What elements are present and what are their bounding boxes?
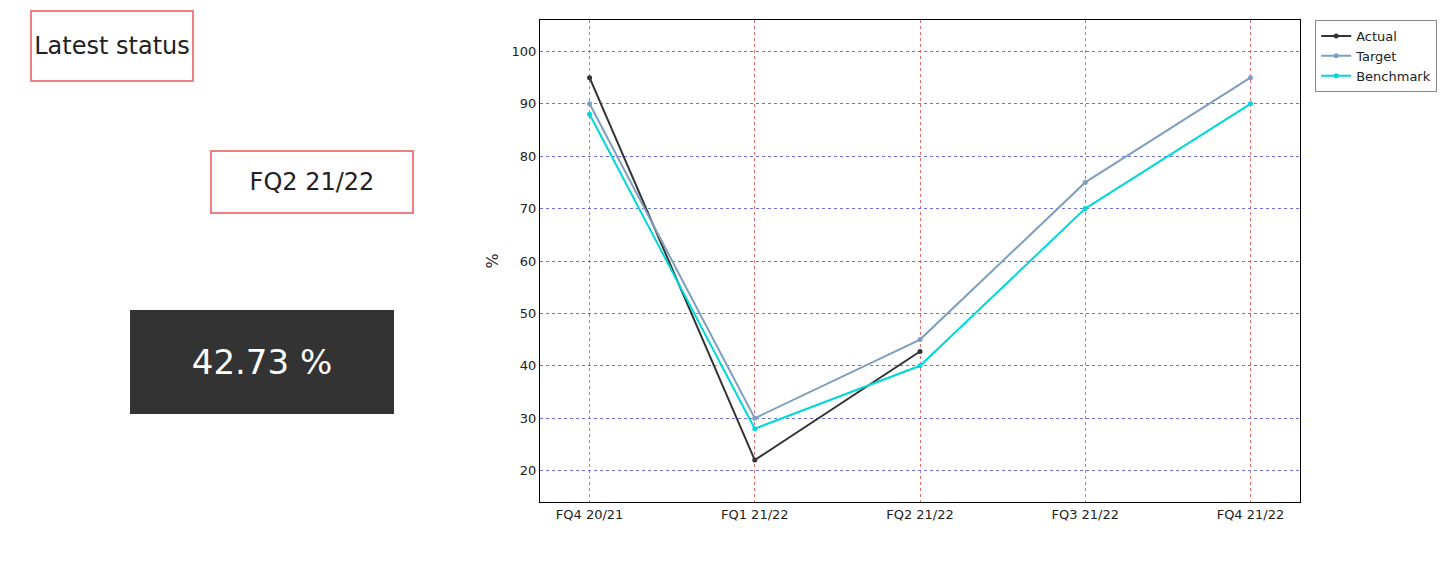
svg-text:70: 70 (520, 201, 537, 216)
svg-text:80: 80 (520, 149, 537, 164)
svg-text:90: 90 (520, 96, 537, 111)
svg-text:40: 40 (520, 358, 537, 373)
svg-text:20: 20 (520, 463, 537, 478)
svg-text:FQ4 20/21: FQ4 20/21 (556, 507, 624, 522)
svg-text:FQ2 21/22: FQ2 21/22 (886, 507, 954, 522)
svg-text:Target: Target (1355, 49, 1396, 64)
svg-text:FQ3 21/22: FQ3 21/22 (1051, 507, 1119, 522)
svg-text:Actual: Actual (1356, 29, 1397, 44)
svg-text:Benchmark: Benchmark (1356, 69, 1431, 84)
svg-text:30: 30 (520, 411, 537, 426)
svg-text:100: 100 (512, 44, 537, 59)
html-text:Latest status: Latest status (34, 32, 190, 60)
svg-text:FQ1 21/22: FQ1 21/22 (721, 507, 789, 522)
svg-text:60: 60 (520, 254, 537, 269)
html-text:42.73 %: 42.73 % (191, 342, 333, 382)
html-text:FQ2 21/22: FQ2 21/22 (249, 168, 375, 196)
svg-text:FQ4 21/22: FQ4 21/22 (1217, 507, 1285, 522)
svg-text:50: 50 (520, 306, 537, 321)
svg-text:%: % (483, 253, 502, 268)
